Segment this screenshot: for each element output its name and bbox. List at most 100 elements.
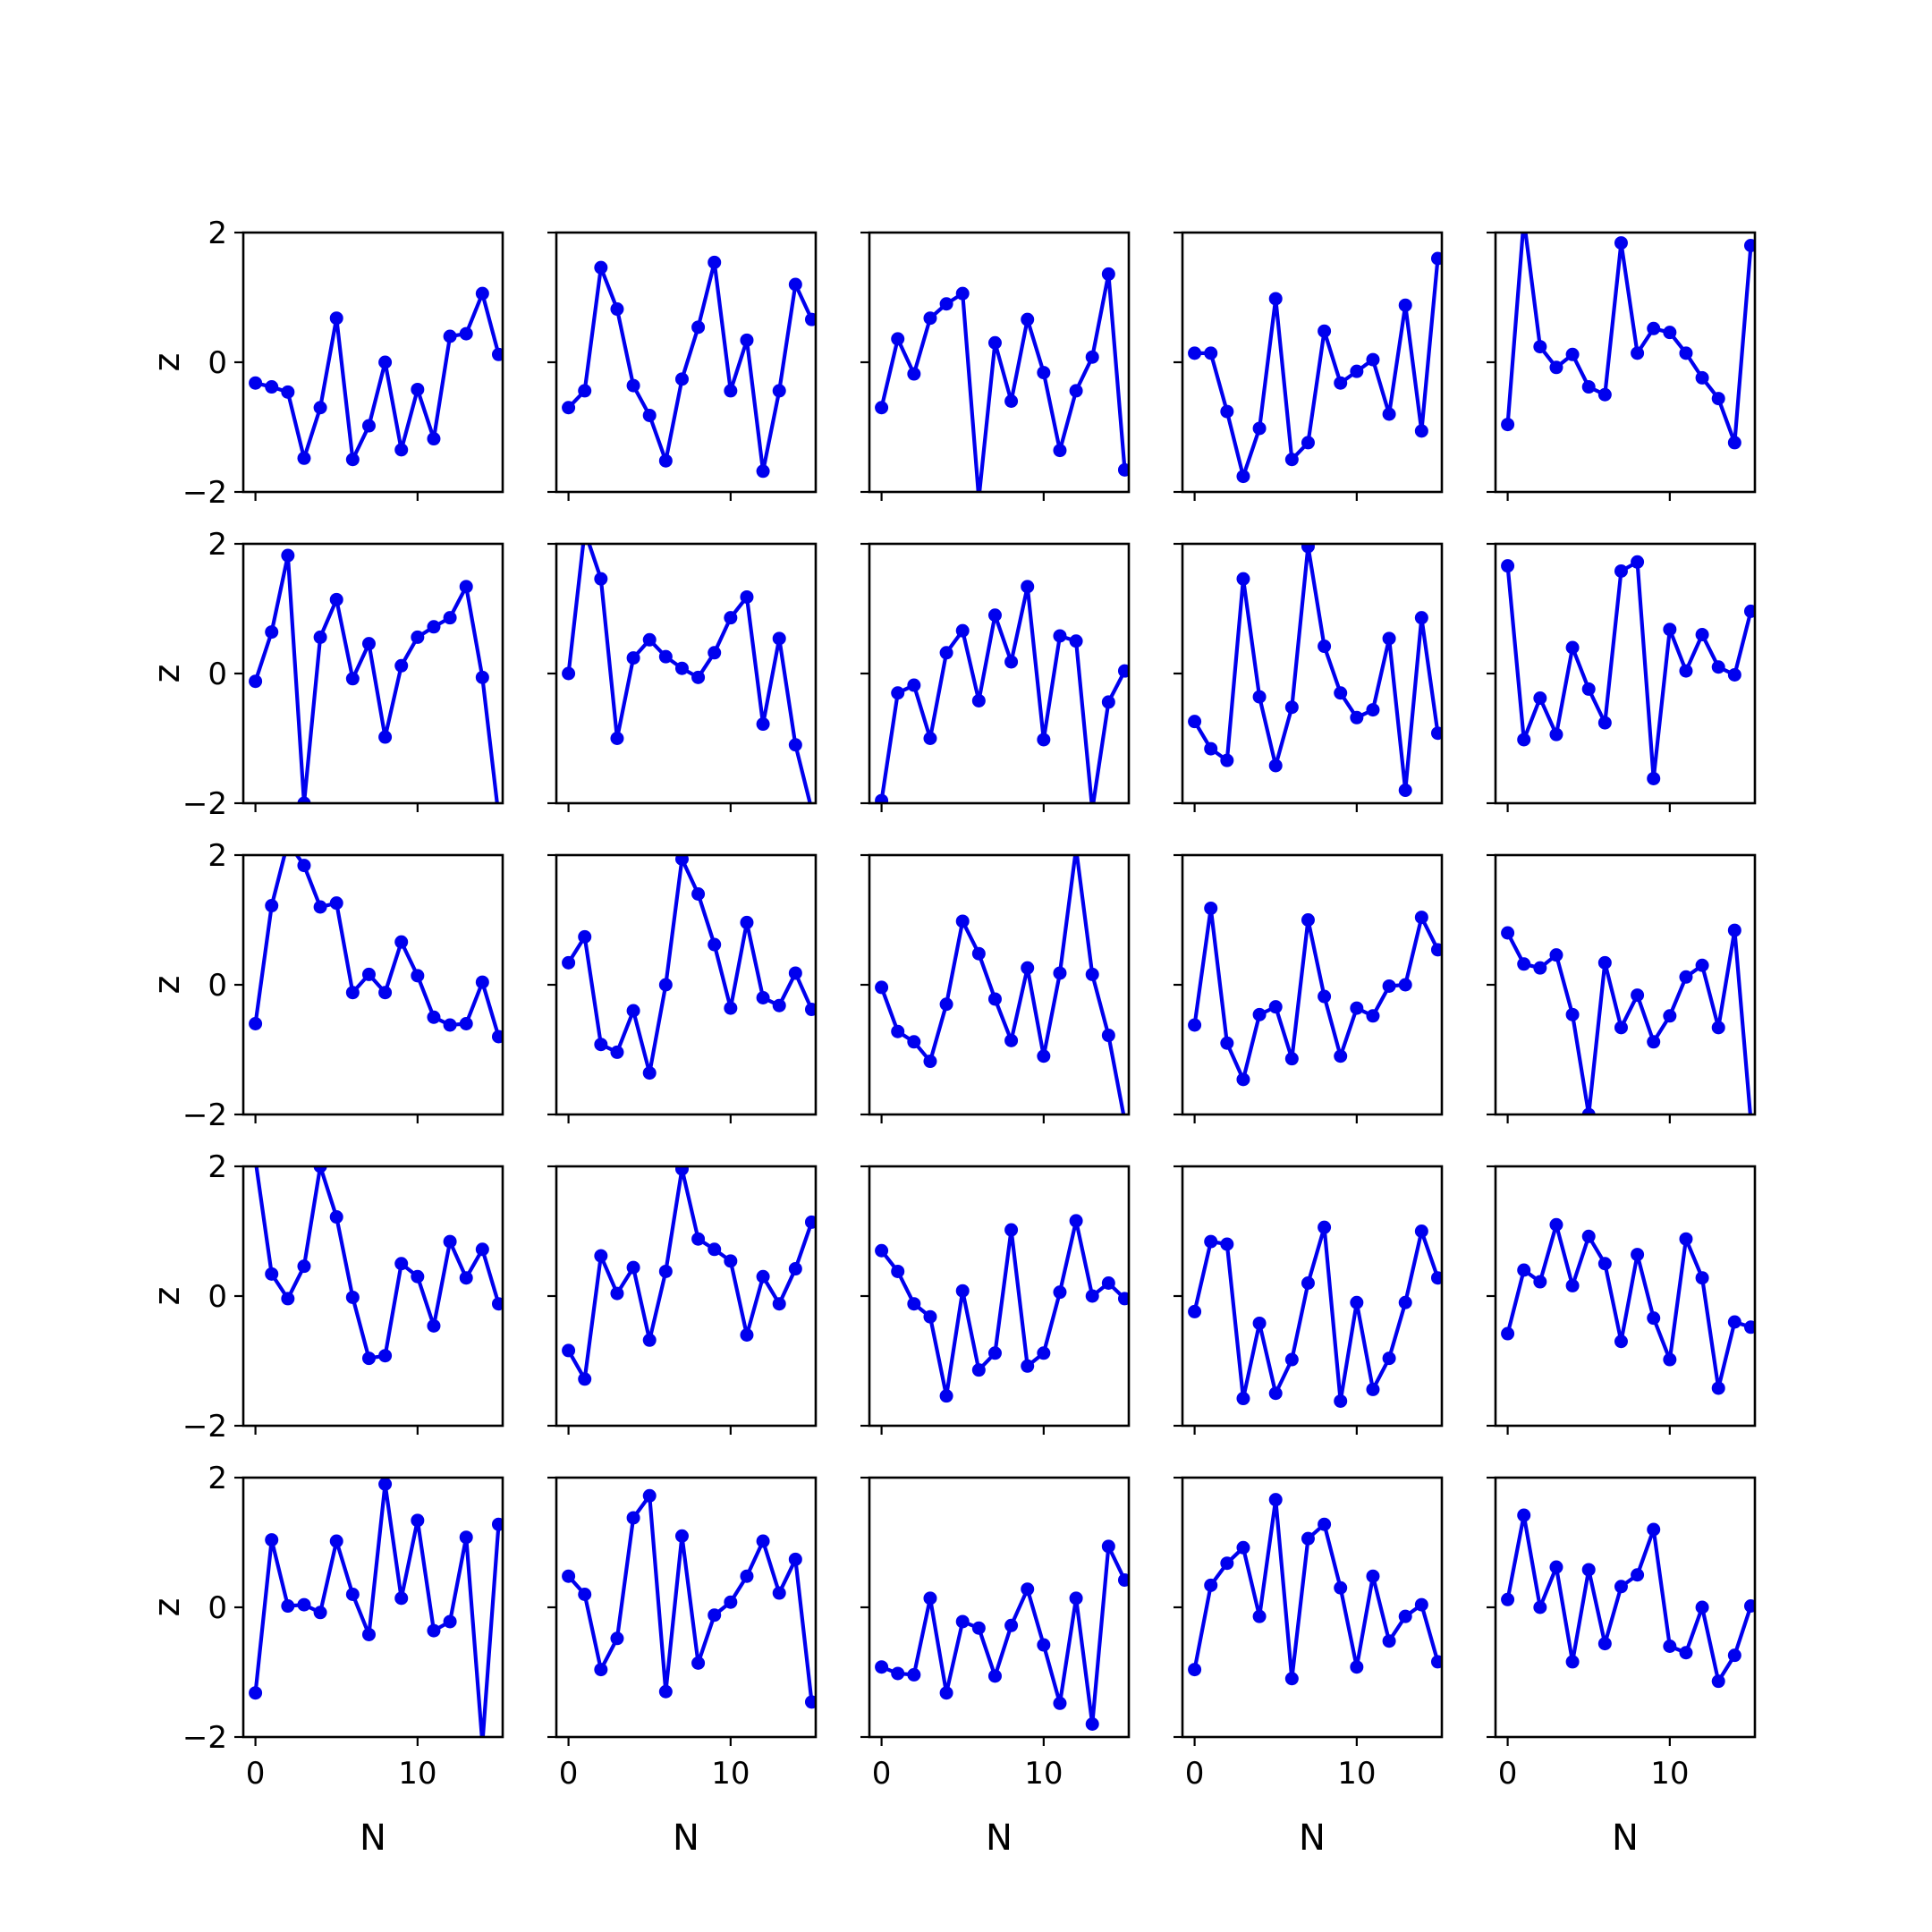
data-point (562, 666, 576, 681)
data-point (1366, 1009, 1380, 1023)
data-point (1695, 1271, 1709, 1285)
data-point (1533, 1275, 1547, 1289)
data-point (281, 385, 295, 399)
data-point (875, 793, 889, 803)
panel-data (1501, 1217, 1755, 1395)
data-point (345, 453, 360, 467)
x-tick-label: 10 (1024, 1756, 1063, 1792)
data-point (939, 646, 953, 660)
data-point (923, 732, 937, 745)
data-point (1301, 1276, 1315, 1290)
y-tick-label: −2 (182, 1097, 227, 1133)
data-point (1252, 1316, 1267, 1330)
data-point (691, 670, 706, 684)
panel-data (249, 548, 499, 803)
data-point (1398, 298, 1412, 312)
data-point (297, 451, 311, 465)
series-line (1192, 1497, 1440, 1681)
y-tick-label: −2 (182, 786, 227, 822)
data-point (1398, 1609, 1412, 1623)
data-point (658, 649, 673, 664)
data-point (1284, 1052, 1299, 1066)
panel-3-1: −2 0 2 z (147, 838, 504, 1133)
series-line (255, 292, 501, 462)
data-point (674, 855, 689, 866)
data-point (1085, 967, 1099, 981)
data-point (1743, 1320, 1755, 1335)
x-tick-label: 0 (1185, 1756, 1205, 1792)
series-line (1505, 560, 1753, 781)
data-point (1085, 1289, 1099, 1303)
data-point (1533, 1600, 1547, 1614)
data-point (1614, 1335, 1628, 1349)
data-point (1268, 1493, 1283, 1507)
data-point (1533, 691, 1547, 706)
data-point (1727, 1648, 1741, 1663)
data-point (411, 1513, 425, 1528)
data-point (1284, 1352, 1299, 1367)
data-point (987, 608, 1002, 623)
panel-data (1501, 923, 1753, 1114)
data-point (1069, 384, 1083, 398)
data-point (1743, 604, 1755, 618)
data-point (459, 580, 473, 594)
x-axis-label: N (1299, 1818, 1326, 1859)
data-point (378, 730, 393, 744)
x-tick-label: 0 (1498, 1756, 1518, 1792)
data-point (1679, 664, 1693, 678)
data-point (907, 678, 921, 692)
data-point (1220, 1036, 1234, 1050)
data-point (1188, 346, 1202, 360)
data-point (1631, 1248, 1645, 1262)
data-point (1597, 716, 1612, 730)
data-point (1204, 1578, 1218, 1592)
data-point (923, 1309, 937, 1324)
x-tick-label: 0 (246, 1756, 266, 1792)
data-point (297, 859, 311, 873)
data-point (1743, 1599, 1755, 1614)
panel-data (1188, 544, 1442, 797)
panel-1-5 (1487, 231, 1757, 501)
data-point (1430, 726, 1442, 741)
data-point (987, 1669, 1002, 1683)
data-point (329, 592, 343, 606)
data-point (1631, 988, 1645, 1003)
data-point (394, 1591, 409, 1606)
data-point (427, 1318, 441, 1333)
data-point (1663, 1009, 1677, 1023)
data-point (1334, 1394, 1348, 1408)
data-point (475, 975, 489, 989)
data-point (411, 1269, 425, 1284)
x-tick-label: 10 (711, 1756, 750, 1792)
panel-2-3 (860, 542, 1131, 812)
data-point (313, 401, 327, 415)
panel-1-2 (547, 231, 818, 501)
data-point (1679, 1646, 1693, 1660)
data-point (378, 355, 393, 369)
data-point (1414, 1597, 1428, 1612)
data-point (1695, 958, 1709, 972)
data-point (658, 1684, 673, 1699)
data-point (939, 997, 953, 1012)
data-point (1117, 462, 1129, 477)
data-point (475, 1242, 489, 1257)
y-tick-label: 2 (208, 838, 227, 874)
data-point (1501, 926, 1515, 940)
y-tick-label: 0 (208, 968, 227, 1004)
data-point (394, 1257, 409, 1271)
data-point (740, 915, 754, 929)
panel-data (1188, 1220, 1442, 1408)
data-point (1204, 346, 1218, 360)
data-point (578, 1588, 592, 1601)
data-point (562, 1343, 576, 1358)
y-tick-label: 2 (208, 1461, 227, 1496)
data-point (1334, 686, 1348, 700)
series-line (1505, 233, 1753, 445)
data-point (1236, 470, 1250, 484)
data-point (955, 1614, 970, 1629)
data-point (642, 1488, 657, 1503)
data-point (1382, 631, 1396, 646)
panel-data (1501, 1508, 1755, 1689)
data-point (594, 572, 608, 586)
data-point (1350, 1660, 1364, 1674)
